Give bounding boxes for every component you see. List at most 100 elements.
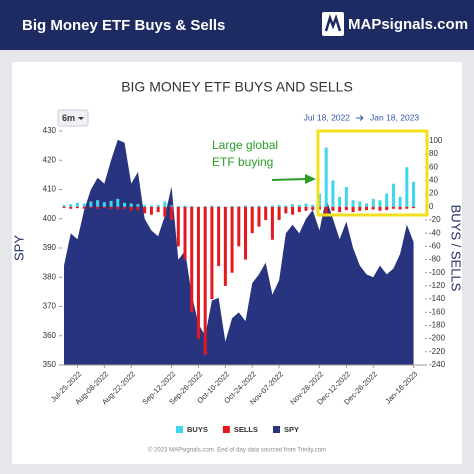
bar	[196, 206, 200, 339]
bar	[405, 206, 409, 209]
bar	[183, 206, 187, 260]
range-button[interactable]	[57, 109, 89, 127]
y2-tick-label: -80	[429, 255, 441, 264]
bar	[385, 193, 389, 207]
bar	[331, 206, 335, 211]
bar	[264, 206, 268, 220]
bar	[149, 205, 153, 207]
bar	[257, 206, 261, 227]
bar	[237, 206, 241, 247]
bar	[338, 206, 342, 213]
logo-text: MAPsignals.com	[348, 16, 468, 33]
bar	[123, 202, 127, 207]
bar	[149, 206, 153, 215]
bar	[170, 205, 174, 207]
bar	[82, 203, 86, 207]
bar	[311, 204, 315, 207]
bar	[109, 200, 113, 207]
bar	[123, 206, 127, 209]
bar	[398, 196, 402, 207]
y2-tick-label: -120	[429, 281, 446, 290]
bar	[143, 204, 147, 207]
bar	[237, 206, 241, 207]
bar	[102, 206, 106, 209]
date-to[interactable]: Jan 18, 2023	[370, 112, 419, 122]
bar	[210, 205, 214, 207]
bar	[82, 206, 86, 209]
bar	[365, 206, 369, 211]
bar	[250, 206, 254, 207]
annotation-line: Large global	[212, 138, 278, 152]
legend-swatch	[222, 426, 230, 433]
bar	[163, 201, 167, 207]
bar	[203, 206, 207, 356]
bar	[371, 198, 375, 207]
logo-glyph	[324, 14, 342, 32]
bar	[217, 206, 221, 267]
legend-label[interactable]: BUYS	[187, 425, 208, 434]
y2-axis-title: BUYS / SELLS	[449, 205, 464, 292]
range-caret	[78, 117, 84, 120]
bar	[250, 206, 254, 234]
bar	[284, 206, 288, 214]
bar	[89, 201, 93, 207]
legend-swatch	[273, 426, 281, 433]
header-title: Big Money ETF Buys & Sells	[22, 17, 225, 34]
y-tick-label: 410	[43, 185, 57, 194]
y-tick-label: 360	[43, 331, 57, 340]
bar	[391, 206, 395, 209]
highlight-box	[316, 129, 429, 217]
bar	[176, 206, 180, 247]
bar	[304, 203, 308, 207]
bar	[163, 206, 167, 217]
bar	[244, 206, 248, 260]
bar	[136, 204, 140, 207]
legend-label[interactable]: SPY	[284, 425, 299, 434]
bar	[176, 206, 180, 207]
range-button-label[interactable]: 6m	[62, 113, 75, 123]
y2-tick-label: -40	[429, 228, 441, 237]
bar	[264, 206, 268, 207]
bar	[156, 204, 160, 207]
y2-tick-label: -220	[429, 347, 446, 356]
y-tick-label: 350	[43, 360, 57, 369]
y2-tick-label: -200	[429, 334, 446, 343]
y-tick-label: 390	[43, 243, 57, 252]
annotation-arrow	[271, 178, 307, 181]
bar	[311, 206, 315, 211]
bar	[217, 206, 221, 207]
bar	[378, 206, 382, 211]
bar	[143, 206, 147, 214]
bar	[344, 206, 348, 211]
bar	[385, 206, 389, 211]
header-bar	[0, 0, 474, 50]
bar	[338, 196, 342, 207]
bar	[351, 206, 355, 213]
bar	[170, 206, 174, 220]
spy-area	[64, 139, 414, 365]
bar	[270, 206, 274, 240]
y2-tick-label: 20	[429, 189, 438, 198]
bar	[89, 206, 93, 209]
date-arrow	[356, 115, 364, 121]
annotation-arrowhead	[305, 174, 316, 184]
bar	[284, 205, 288, 207]
legend-label[interactable]: SELLS	[234, 425, 258, 434]
y2-tick-label: -160	[429, 307, 446, 316]
bar	[183, 205, 187, 207]
bar	[210, 206, 214, 300]
bar	[116, 198, 120, 207]
date-from[interactable]: Jul 18, 2022	[304, 112, 351, 122]
bar	[344, 187, 348, 207]
bar	[75, 206, 79, 209]
legend-swatch	[176, 426, 183, 433]
bar	[129, 206, 133, 211]
bar	[129, 203, 133, 207]
bar	[270, 205, 274, 207]
bar	[69, 206, 73, 209]
chart-title: BIG MONEY ETF BUYS AND SELLS	[121, 79, 353, 95]
bar	[244, 205, 248, 207]
bar	[277, 206, 281, 220]
bar	[116, 206, 120, 210]
